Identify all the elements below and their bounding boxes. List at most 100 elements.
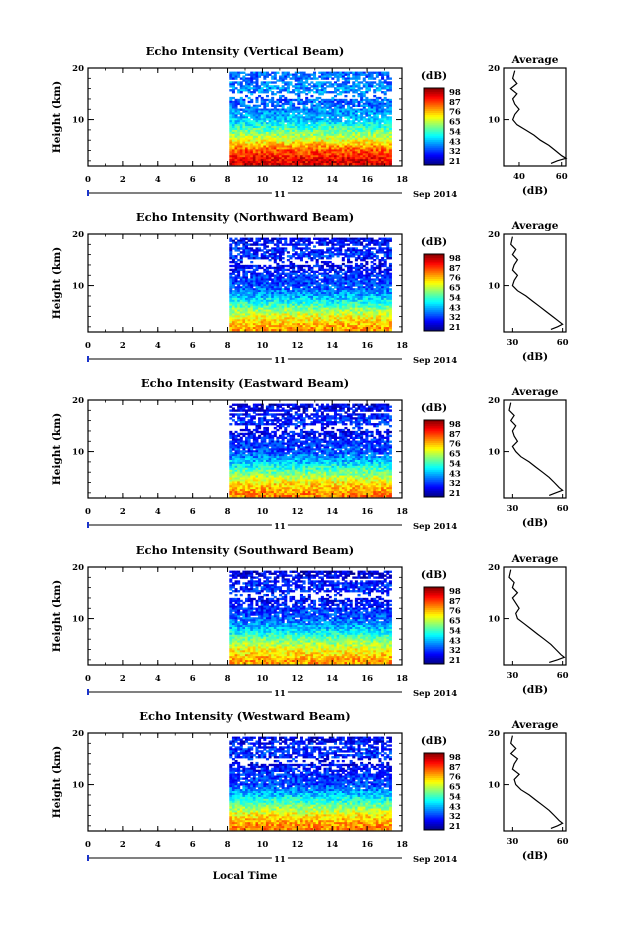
heatmap-cell	[276, 108, 280, 111]
heatmap-cell	[315, 253, 319, 256]
heatmap-cell	[305, 163, 309, 166]
heatmap-cell	[279, 153, 283, 156]
heatmap-cell	[260, 83, 264, 86]
colorbar-segment	[424, 101, 444, 104]
heatmap-cell	[229, 243, 233, 246]
heatmap-cell	[271, 272, 275, 275]
heatmap-cell	[231, 102, 235, 106]
heatmap-cell	[271, 137, 275, 141]
heatmap-cell	[370, 151, 374, 154]
heatmap-cell	[349, 153, 353, 156]
heatmap-cell	[315, 110, 319, 113]
heatmap-cell	[242, 247, 246, 250]
heatmap-cell	[247, 163, 251, 166]
heatmap-cell	[357, 241, 361, 244]
heatmap-cell	[378, 294, 382, 297]
heatmap-cell	[229, 151, 233, 154]
heatmap-cell	[339, 145, 343, 148]
colorbar-segment	[424, 149, 444, 152]
heatmap-cell	[362, 120, 366, 123]
heatmap-cell	[307, 87, 311, 90]
heatmap-cell	[299, 292, 303, 295]
heatmap-cell	[323, 153, 327, 156]
heatmap-cell	[373, 98, 377, 102]
heatmap-cell	[263, 137, 267, 141]
heatmap-cell	[362, 93, 366, 96]
heatmap-cell	[370, 278, 374, 281]
heatmap-cell	[292, 262, 296, 266]
heatmap-cell	[360, 131, 364, 135]
heatmap-cell	[352, 151, 356, 154]
heatmap-cell	[265, 317, 269, 320]
heatmap-cell	[333, 305, 337, 309]
heatmap-cell	[297, 116, 301, 119]
heatmap-cell	[339, 290, 343, 293]
heatmap-cell	[370, 257, 374, 260]
heatmap-cell	[370, 292, 374, 295]
heatmap-cell	[375, 294, 379, 297]
heatmap-cell	[333, 286, 337, 289]
heatmap-cell	[375, 102, 379, 106]
date-label-bg	[271, 187, 288, 199]
heatmap-cell	[234, 255, 238, 258]
heatmap-cell	[276, 266, 280, 270]
heatmap-cell	[336, 100, 340, 104]
heatmap-cell	[271, 157, 275, 160]
heatmap-cell	[367, 143, 371, 146]
heatmap-cell	[357, 124, 361, 127]
heatmap-cell	[365, 301, 369, 305]
heatmap-cell	[307, 305, 311, 309]
heatmap-cell	[281, 85, 285, 88]
heatmap-cell	[276, 112, 280, 115]
heatmap-cell	[313, 137, 317, 141]
heatmap-cell	[252, 280, 256, 283]
heatmap-cell	[360, 259, 364, 262]
heatmap-cell	[386, 272, 390, 275]
heatmap-cell	[365, 128, 369, 131]
heatmap-cell	[271, 249, 275, 252]
heatmap-cell	[305, 161, 309, 164]
heatmap-cell	[349, 299, 353, 303]
heatmap-cell	[252, 145, 256, 148]
heatmap-cell	[370, 112, 374, 115]
heatmap-cell	[386, 241, 390, 244]
heatmap-cell	[242, 133, 246, 137]
heatmap-cell	[367, 110, 371, 113]
heatmap-cell	[258, 75, 262, 78]
heatmap-cell	[297, 85, 301, 88]
heatmap-cell	[378, 313, 382, 316]
heatmap-cell	[326, 114, 330, 117]
heatmap-cell	[297, 297, 301, 301]
heatmap-cell	[344, 253, 348, 256]
heatmap-cell	[237, 243, 241, 246]
heatmap-cell	[281, 315, 285, 318]
heatmap-cell	[341, 110, 345, 113]
heatmap-cell	[370, 161, 374, 164]
heatmap-cell	[352, 317, 356, 320]
heatmap-cell	[313, 295, 317, 299]
heatmap-cell	[271, 307, 275, 310]
heatmap-cell	[258, 153, 262, 156]
heatmap-cell	[294, 241, 298, 244]
heatmap-cell	[305, 153, 309, 156]
heatmap-cell	[247, 305, 251, 309]
heatmap-cell	[279, 131, 283, 135]
heatmap-cell	[347, 151, 351, 154]
heatmap-cell	[252, 120, 256, 123]
heatmap-cell	[354, 303, 358, 307]
heatmap-cell	[310, 118, 314, 121]
heatmap-cell	[229, 272, 233, 275]
heatmap-cell	[292, 284, 296, 287]
heatmap-cell	[297, 311, 301, 314]
heatmap-cell	[268, 241, 272, 244]
heatmap-cell	[229, 323, 233, 326]
heatmap-cell	[231, 313, 235, 316]
heatmap-cell	[242, 122, 246, 125]
heatmap-cell	[286, 145, 290, 148]
heatmap-cell	[310, 143, 314, 146]
heatmap-cell	[320, 159, 324, 162]
heatmap-cell	[386, 280, 390, 283]
heatmap-cell	[370, 81, 374, 84]
heatmap-cell	[375, 137, 379, 141]
